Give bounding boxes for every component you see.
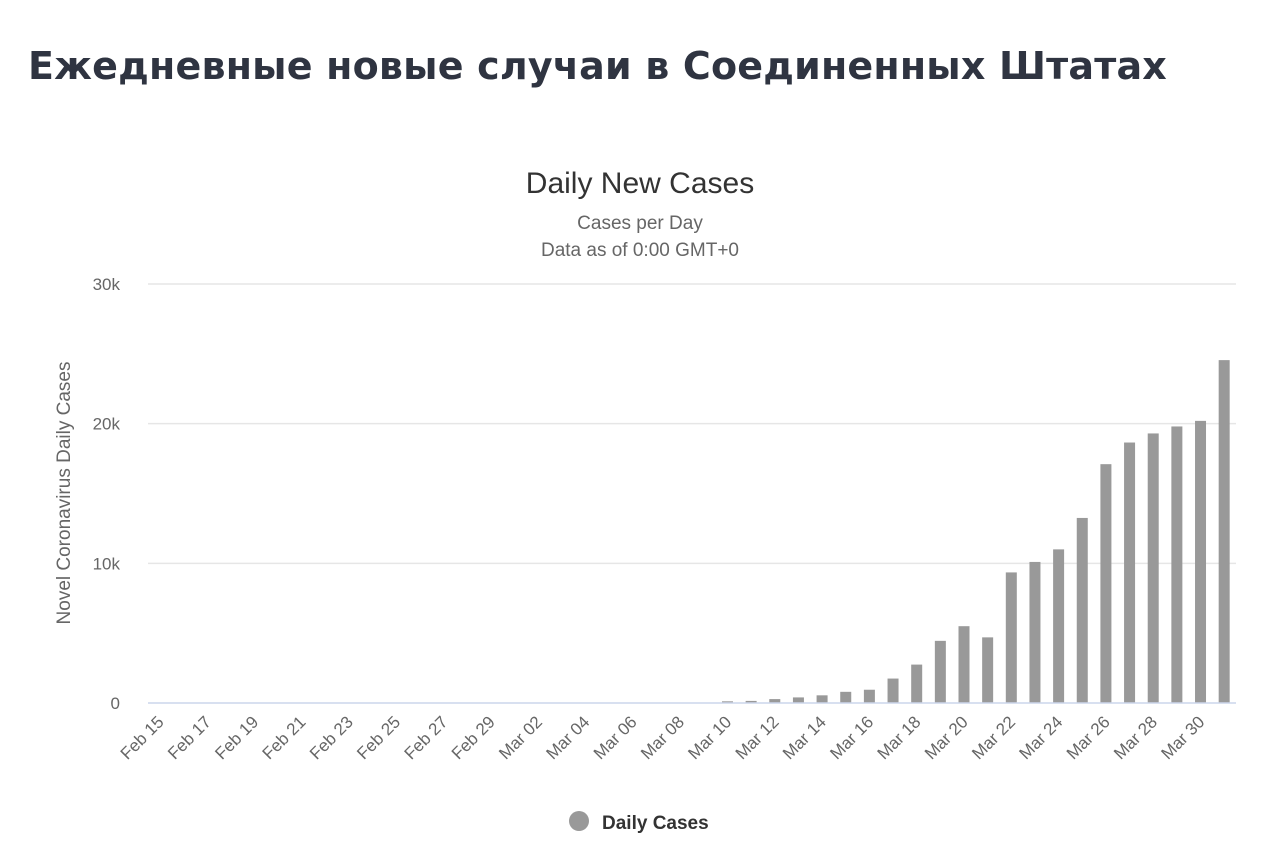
bar-mar-22[interactable] [1005,572,1017,703]
x-tick-label: Mar 06 [590,712,641,763]
bar-mar-31[interactable] [1218,360,1230,703]
bar-mar-26[interactable] [1100,464,1112,703]
y-gridlines [148,283,1236,565]
chart-title: Daily New Cases [526,167,754,200]
y-tick-label: 10k [93,554,121,573]
x-tick-label: Mar 18 [874,712,925,763]
x-tick-label: Mar 02 [495,712,546,763]
x-tick-label: Feb 21 [259,712,310,763]
bar-mar-13[interactable] [792,697,804,703]
bar-mar-20[interactable] [958,626,970,703]
y-axis-ticks: 0 10k 20k 30k [93,275,121,713]
bar-mar-19[interactable] [934,640,946,703]
x-tick-label: Mar 28 [1110,712,1161,763]
bar-series [721,360,1230,703]
y-axis-title: Novel Coronavirus Daily Cases [54,362,75,625]
bar-mar-21[interactable] [982,637,994,703]
x-tick-label: Mar 26 [1063,712,1114,763]
x-tick-label: Mar 16 [826,712,877,763]
legend-marker-daily-cases [569,811,589,831]
bar-mar-16[interactable] [863,689,875,703]
x-tick-label: Feb 27 [401,712,452,763]
bar-mar-12[interactable] [769,699,781,703]
x-tick-label: Mar 20 [921,712,972,763]
bar-mar-30[interactable] [1195,420,1207,703]
bar-mar-29[interactable] [1171,426,1183,703]
x-tick-label: Feb 29 [448,712,499,763]
x-tick-label: Feb 17 [164,712,215,763]
x-tick-label: Mar 08 [637,712,688,763]
y-tick-label: 20k [93,415,121,434]
bar-mar-28[interactable] [1147,433,1159,703]
bar-mar-18[interactable] [911,664,923,703]
x-tick-label: Feb 25 [353,712,404,763]
chart-subtitle-line-1: Cases per Day [577,213,703,234]
x-tick-label: Mar 14 [779,712,830,763]
x-tick-label: Feb 19 [211,712,262,763]
x-tick-label: Mar 30 [1157,712,1208,763]
bar-mar-11[interactable] [745,700,757,703]
bar-mar-14[interactable] [816,695,828,703]
bar-mar-23[interactable] [1029,561,1041,703]
chart-subtitle-line-2: Data as of 0:00 GMT+0 [541,240,739,261]
bar-mar-17[interactable] [887,678,899,703]
x-tick-label: Mar 12 [732,712,783,763]
bar-mar-24[interactable] [1053,549,1065,703]
page-title: Ежедневные новые случаи в Соединенных Шт… [28,44,1168,88]
x-tick-label: Feb 15 [117,712,168,763]
x-tick-label: Mar 10 [684,712,735,763]
y-tick-label: 0 [111,694,120,713]
legend[interactable]: Daily Cases [569,811,709,834]
bar-mar-10[interactable] [721,701,733,703]
x-tick-label: Mar 24 [1016,712,1067,763]
x-tick-label: Mar 22 [968,712,1019,763]
y-tick-label: 30k [93,275,121,294]
x-tick-label: Mar 04 [543,712,594,763]
x-tick-label: Feb 23 [306,712,357,763]
bar-mar-15[interactable] [840,691,852,703]
bar-mar-25[interactable] [1076,517,1088,703]
legend-label-daily-cases: Daily Cases [602,813,709,834]
bar-mar-27[interactable] [1124,442,1136,703]
